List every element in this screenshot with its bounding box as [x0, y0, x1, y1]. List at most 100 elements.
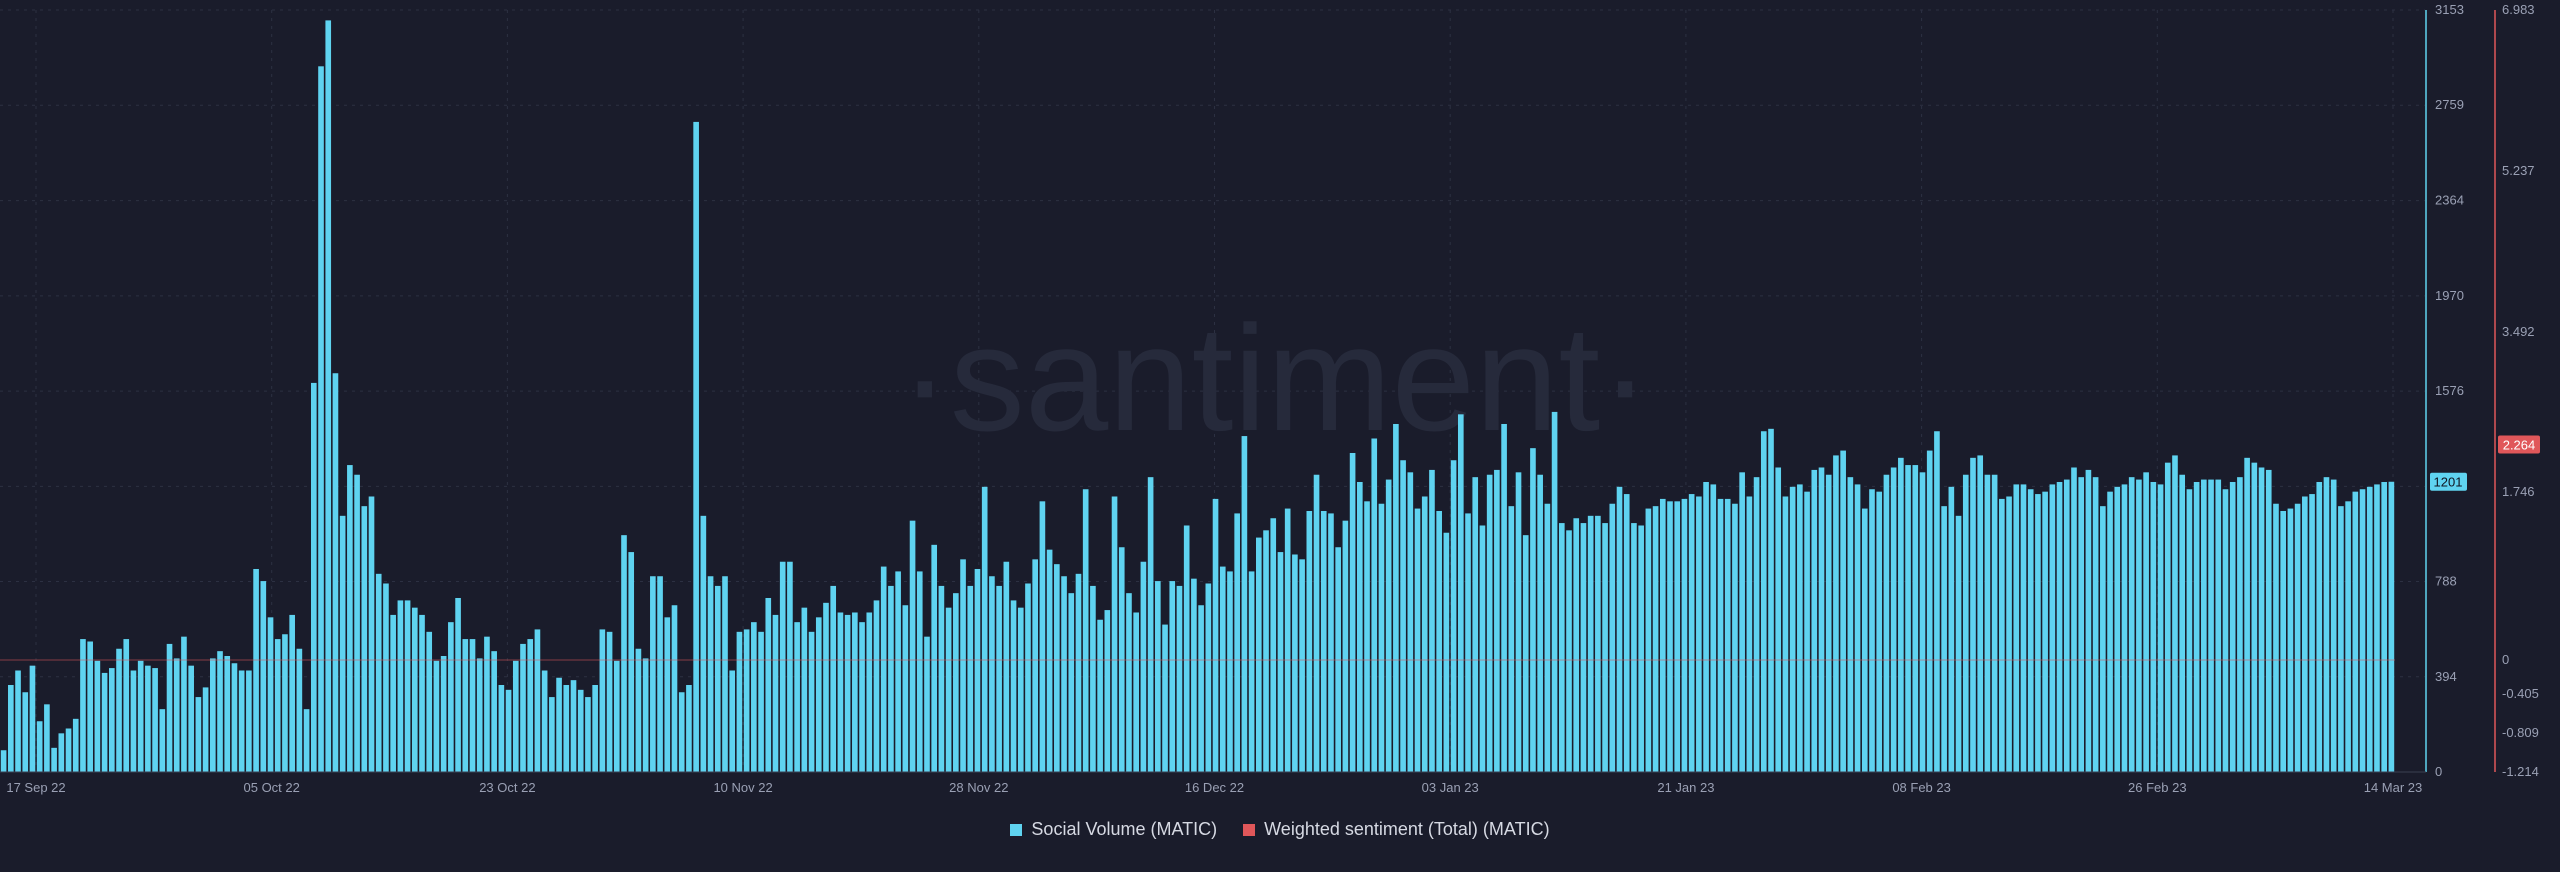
volume-bar	[419, 614, 425, 772]
volume-bar	[664, 617, 671, 772]
volume-bar	[852, 612, 858, 772]
volume-bar	[36, 721, 43, 772]
volume-bar	[2027, 489, 2034, 772]
volume-bar	[1696, 496, 1702, 772]
volume-bar	[1479, 525, 1486, 772]
volume-bar	[2287, 508, 2294, 772]
volume-bar	[2063, 479, 2070, 772]
volume-bar	[2208, 479, 2214, 772]
volume-bar	[628, 552, 635, 772]
volume-bar	[1530, 448, 1536, 772]
left-axis-tick: 788	[2435, 574, 2457, 589]
volume-bar	[2215, 479, 2222, 772]
volume-bar	[332, 373, 339, 772]
volume-bar	[145, 665, 151, 772]
volume-bar	[1710, 484, 1717, 772]
volume-bar	[2193, 481, 2200, 772]
volume-bar	[1407, 472, 1414, 772]
volume-bar	[1760, 431, 1767, 772]
volume-bar	[159, 709, 166, 772]
left-axis-tick: 2364	[2435, 193, 2464, 208]
right-axis-tick: 6.983	[2502, 2, 2535, 17]
volume-bar	[260, 581, 267, 772]
volume-bar	[2345, 501, 2351, 772]
volume-bar	[1429, 469, 1435, 772]
volume-bar	[960, 559, 966, 772]
volume-bar	[2338, 506, 2344, 772]
volume-bar	[1450, 460, 1457, 772]
santiment-watermark: ·santiment·	[900, 294, 1650, 462]
volume-bar	[411, 607, 418, 772]
volume-bar	[2164, 462, 2171, 772]
volume-bar	[224, 656, 231, 772]
volume-bar	[520, 643, 526, 772]
volume-bar	[1068, 593, 1075, 772]
volume-bar	[1631, 523, 1637, 772]
volume-bar	[361, 506, 368, 772]
volume-bar	[996, 585, 1002, 772]
left-axis-tick: 0	[2435, 764, 2442, 779]
volume-bar	[116, 648, 122, 772]
volume-bar	[823, 602, 829, 772]
volume-bar	[1869, 489, 1875, 772]
volume-bar	[1587, 515, 1594, 772]
volume-bar	[2143, 472, 2149, 772]
volume-bar	[1292, 554, 1298, 772]
volume-bar	[1912, 465, 1919, 772]
volume-bar	[1234, 513, 1240, 772]
volume-bar	[1602, 523, 1608, 772]
volume-bar	[433, 660, 440, 772]
volume-bar	[945, 607, 952, 772]
volume-bar	[1421, 496, 1428, 772]
volume-bar	[1522, 535, 1529, 772]
volume-bar	[1169, 581, 1176, 772]
volume-bar	[1198, 605, 1204, 772]
volume-bar	[188, 665, 194, 772]
volume-bar	[1075, 573, 1082, 772]
volume-bar	[274, 639, 281, 772]
volume-bar	[1443, 532, 1450, 772]
volume-bar	[1609, 503, 1616, 772]
volume-bar	[1061, 576, 1067, 772]
current-volume-badge	[2430, 472, 2467, 491]
legend-item-volume[interactable]: Social Volume (MATIC)	[1010, 819, 1217, 840]
volume-bar	[556, 677, 562, 772]
volume-bar	[1090, 585, 1096, 772]
volume-bar	[1472, 477, 1479, 772]
legend-item-sentiment[interactable]: Weighted sentiment (Total) (MATIC)	[1243, 819, 1550, 840]
volume-bar	[1277, 552, 1284, 772]
volume-bar	[967, 585, 974, 772]
left-axis-tick: 2759	[2435, 97, 2464, 112]
volume-bar	[1688, 494, 1695, 772]
volume-bar	[101, 672, 108, 772]
volume-bar	[1825, 474, 1832, 772]
volume-bars	[0, 20, 2395, 772]
volume-bar	[1977, 455, 1984, 772]
volume-bar	[2107, 491, 2113, 772]
volume-bar	[2330, 479, 2337, 772]
volume-bar	[58, 733, 65, 772]
labels-layer: 31532759236419701576118278839406.9835.23…	[6, 2, 2540, 795]
volume-bar	[484, 636, 490, 772]
volume-bar	[1818, 467, 1825, 772]
volume-bar	[1926, 450, 1933, 772]
volume-bar	[2006, 496, 2012, 772]
volume-bar	[1861, 508, 1868, 772]
volume-bar	[368, 496, 375, 772]
volume-bar	[621, 535, 627, 772]
volume-bar	[383, 583, 389, 772]
volume-bar	[1984, 474, 1991, 772]
volume-bar	[1537, 474, 1543, 772]
volume-bar	[541, 670, 548, 772]
volume-bar	[1883, 474, 1890, 772]
volume-bar	[1385, 479, 1392, 772]
volume-bar	[613, 660, 620, 772]
x-axis-tick: 05 Oct 22	[244, 780, 300, 795]
volume-bar	[743, 629, 750, 772]
volume-bar	[51, 747, 57, 772]
volume-bar	[448, 622, 454, 772]
volume-bar	[924, 636, 930, 772]
volume-bar	[2020, 484, 2027, 772]
volume-bar	[1732, 503, 1738, 772]
volume-bar	[527, 639, 534, 772]
